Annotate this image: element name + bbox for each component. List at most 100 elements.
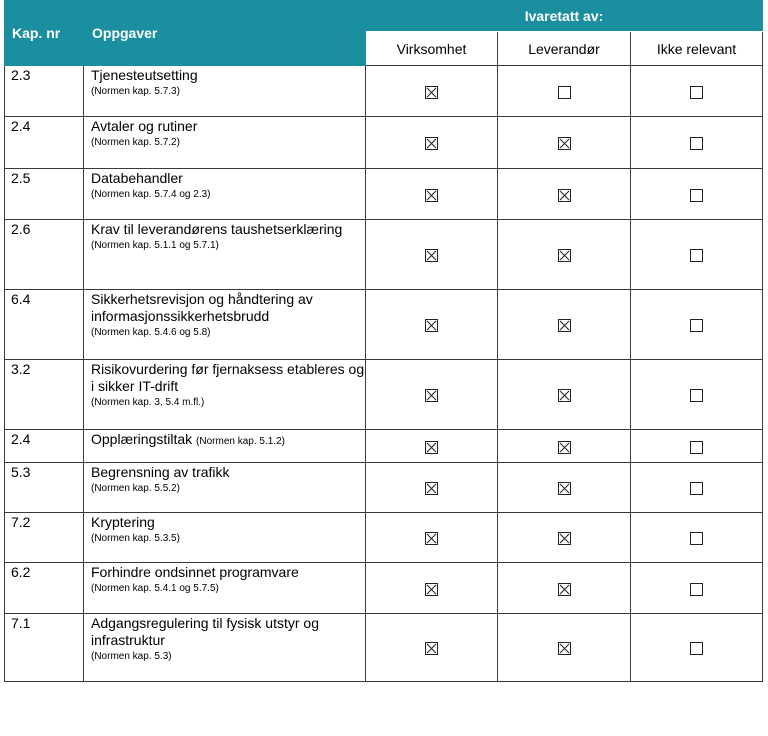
ikke-relevant-cell — [630, 289, 763, 360]
leverandor-checkbox[interactable] — [557, 249, 571, 263]
ikke-relevant-checkbox[interactable] — [690, 249, 703, 263]
kap-nr-cell: 2.6 — [4, 219, 84, 290]
table-row: 2.5 Databehandler (Normen kap. 5.7.4 og 2.… — [4, 168, 763, 220]
leverandor-checkbox[interactable] — [557, 532, 571, 546]
oppgave-cell: Adgangsregulering til fysisk utstyr og i… — [83, 613, 366, 682]
oppgave-title-text: Krav til leverandørens taushetserklæring — [91, 221, 343, 237]
ikke-relevant-checkbox[interactable] — [690, 532, 703, 546]
leverandor-cell — [497, 116, 631, 169]
virksomhet-cell — [365, 512, 498, 563]
leverandor-checkbox[interactable] — [557, 137, 571, 151]
leverandor-checkbox[interactable] — [557, 188, 571, 202]
oppgave-title: Kryptering — [91, 514, 365, 531]
ikke-relevant-header: Ikke relevant — [630, 31, 763, 66]
ivaretatt-table: Kap. nr Oppgaver Ivaretatt av: Virksomhe… — [4, 0, 763, 682]
oppgave-cell: Forhindre ondsinnet programvare (Normen k… — [83, 562, 366, 614]
kap-nr-cell: 2.4 — [4, 116, 84, 169]
leverandor-checkbox[interactable] — [557, 482, 571, 496]
virksomhet-checkbox[interactable] — [425, 85, 438, 99]
normen-reference: (Normen kap. 5.3.5) — [91, 533, 180, 544]
leverandor-cell — [497, 562, 631, 614]
ikke-relevant-cell — [630, 429, 763, 463]
leverandor-header: Leverandør — [497, 31, 631, 66]
leverandor-cell — [497, 168, 631, 220]
oppgave-title: Risikovurdering før fjernaksess etablere… — [91, 361, 365, 395]
virksomhet-checkbox[interactable] — [425, 188, 438, 202]
virksomhet-checkbox[interactable] — [425, 319, 438, 333]
oppgave-cell: Sikkerhetsrevisjon og håndtering av info… — [83, 289, 366, 360]
virksomhet-checkbox[interactable] — [425, 532, 438, 546]
ikke-relevant-cell — [630, 613, 763, 682]
oppgave-title-text: Risikovurdering før fjernaksess etablere… — [91, 361, 365, 394]
leverandor-cell — [497, 289, 631, 360]
normen-reference: (Normen kap. 3, 5.4 m.fl.) — [91, 397, 205, 408]
ikke-relevant-checkbox[interactable] — [690, 482, 703, 496]
oppgave-cell: Tjenesteutsetting (Normen kap. 5.7.3) — [83, 65, 366, 117]
table-row: 7.2 Kryptering (Normen kap. 5.3.5) — [4, 512, 763, 563]
ikke-relevant-checkbox[interactable] — [690, 319, 703, 333]
ikke-relevant-cell — [630, 359, 763, 430]
kap-nr-cell: 2.4 — [4, 429, 84, 463]
virksomhet-checkbox[interactable] — [425, 582, 438, 596]
normen-reference: (Normen kap. 5.1.1 og 5.7.1) — [91, 240, 219, 251]
oppgave-title: Avtaler og rutiner — [91, 118, 365, 135]
virksomhet-cell — [365, 462, 498, 513]
table-row: 2.4 Opplæringstiltak (Normen kap. 5.1.2) — [4, 429, 763, 463]
oppgave-title: Forhindre ondsinnet programvare — [91, 564, 365, 581]
table-row: 6.2 Forhindre ondsinnet programvare (Norme… — [4, 562, 763, 614]
normen-reference: (Normen kap. 5.7.3) — [91, 86, 180, 97]
ikke-relevant-cell — [630, 168, 763, 220]
oppgave-title-text: Avtaler og rutiner — [91, 118, 198, 134]
ikke-relevant-checkbox[interactable] — [690, 440, 703, 454]
table-row: 5.3 Begrensning av trafikk (Normen kap. 5.… — [4, 462, 763, 513]
virksomhet-cell — [365, 562, 498, 614]
ikke-relevant-checkbox[interactable] — [690, 188, 703, 202]
virksomhet-checkbox[interactable] — [425, 440, 438, 454]
normen-reference: (Normen kap. 5.4.6 og 5.8) — [91, 327, 211, 338]
ikke-relevant-checkbox[interactable] — [690, 389, 703, 403]
leverandor-cell — [497, 613, 631, 682]
oppgave-title: Begrensning av trafikk — [91, 464, 365, 481]
oppgave-title-text: Sikkerhetsrevisjon og håndtering av info… — [91, 291, 313, 324]
virksomhet-cell — [365, 116, 498, 169]
virksomhet-cell — [365, 429, 498, 463]
leverandor-checkbox[interactable] — [557, 389, 571, 403]
kap-nr-cell: 7.1 — [4, 613, 84, 682]
ikke-relevant-cell — [630, 512, 763, 563]
kap-nr-cell: 5.3 — [4, 462, 84, 513]
normen-reference: (Normen kap. 5.1.2) — [196, 436, 285, 447]
ikke-relevant-checkbox[interactable] — [690, 582, 703, 596]
virksomhet-checkbox[interactable] — [425, 642, 438, 656]
header-row: Kap. nr Oppgaver Ivaretatt av: — [4, 0, 763, 66]
kap-nr-cell: 2.5 — [4, 168, 84, 220]
leverandor-checkbox[interactable] — [557, 85, 571, 99]
leverandor-checkbox[interactable] — [557, 582, 571, 596]
virksomhet-header: Virksomhet — [365, 31, 498, 66]
leverandor-cell — [497, 462, 631, 513]
virksomhet-checkbox[interactable] — [425, 482, 438, 496]
virksomhet-checkbox[interactable] — [425, 137, 438, 151]
virksomhet-cell — [365, 289, 498, 360]
normen-reference: (Normen kap. 5.7.4 og 2.3) — [91, 189, 211, 200]
oppgave-cell: Databehandler (Normen kap. 5.7.4 og 2.3) — [83, 168, 366, 220]
oppgave-title: Adgangsregulering til fysisk utstyr og i… — [91, 615, 365, 649]
table-row: 7.1 Adgangsregulering til fysisk utstyr o… — [4, 613, 763, 682]
virksomhet-cell — [365, 168, 498, 220]
leverandor-cell — [497, 429, 631, 463]
ikke-relevant-cell — [630, 562, 763, 614]
leverandor-checkbox[interactable] — [557, 319, 571, 333]
ikke-relevant-checkbox[interactable] — [690, 137, 703, 151]
virksomhet-checkbox[interactable] — [425, 249, 438, 263]
ivaretatt-av-header: Ivaretatt av: — [365, 0, 763, 32]
virksomhet-checkbox[interactable] — [425, 389, 438, 403]
leverandor-cell — [497, 512, 631, 563]
oppgave-title: Krav til leverandørens taushetserklæring — [91, 221, 365, 238]
oppgave-title-text: Adgangsregulering til fysisk utstyr og i… — [91, 615, 319, 648]
ikke-relevant-cell — [630, 65, 763, 117]
ikke-relevant-checkbox[interactable] — [690, 642, 703, 656]
leverandor-checkbox[interactable] — [557, 440, 571, 454]
ikke-relevant-checkbox[interactable] — [690, 85, 703, 99]
leverandor-checkbox[interactable] — [557, 642, 571, 656]
oppgave-title: Databehandler — [91, 170, 365, 187]
subheader-row: Virksomhet Leverandør Ikke relevant — [5, 31, 763, 66]
